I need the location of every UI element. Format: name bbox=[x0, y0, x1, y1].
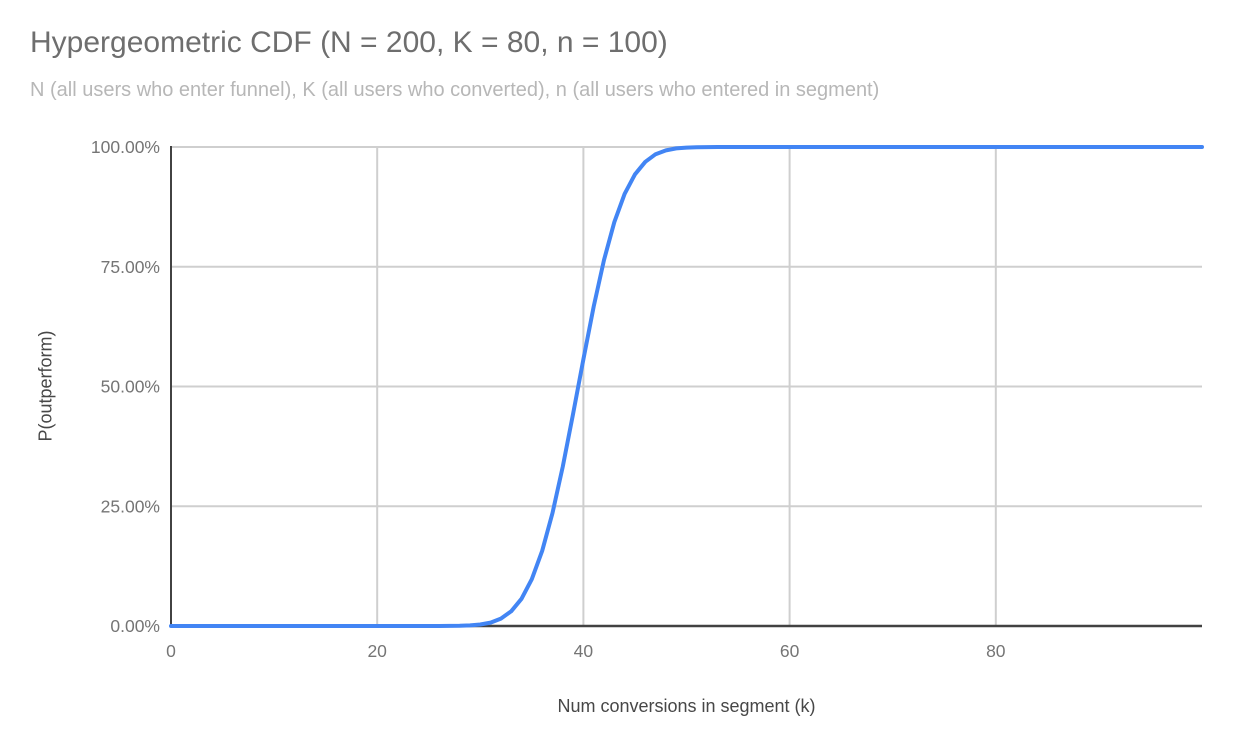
y-tick-label: 100.00% bbox=[91, 137, 160, 157]
x-tick-label: 20 bbox=[367, 641, 387, 661]
x-tick-label: 0 bbox=[166, 641, 176, 661]
x-tick-label: 40 bbox=[574, 641, 594, 661]
y-tick-label: 0.00% bbox=[110, 616, 160, 636]
y-tick-label: 50.00% bbox=[101, 377, 160, 397]
y-axis-title: P(outperform) bbox=[35, 330, 56, 442]
chart-title: Hypergeometric CDF (N = 200, K = 80, n =… bbox=[30, 26, 668, 59]
y-tick-label: 25.00% bbox=[101, 496, 160, 516]
chart-subtitle: N (all users who enter funnel), K (all u… bbox=[30, 79, 880, 101]
x-tick-label: 80 bbox=[986, 641, 1006, 661]
cdf-curve-series bbox=[169, 145, 1204, 628]
x-axis-title: Num conversions in segment (k) bbox=[557, 696, 816, 716]
x-tick-label: 60 bbox=[780, 641, 800, 661]
y-tick-label: 75.00% bbox=[101, 257, 160, 277]
